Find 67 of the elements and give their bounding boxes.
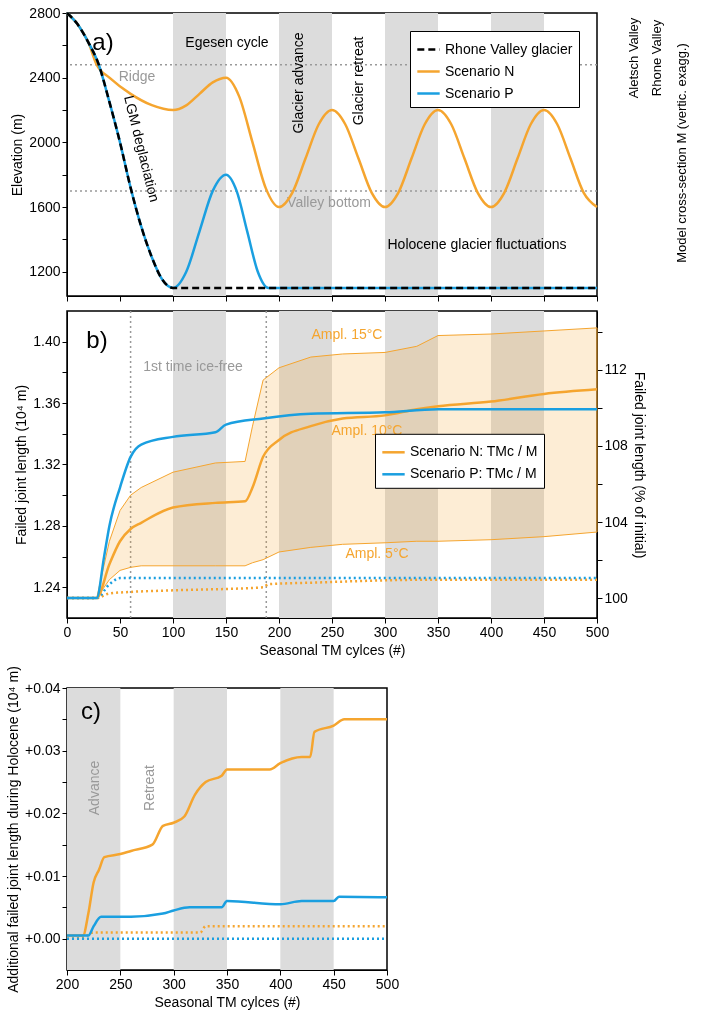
y-tick-label: +0.03 [25,742,61,759]
text: Rhone Valley [649,19,664,97]
y-tick-label: 1.28 [33,517,61,534]
legend-label: Scenario P [445,84,514,101]
x-axis-title: Seasonal TM cylces (#) [154,993,301,1010]
x-tick-label: 0 [63,623,72,640]
y-axis-title: Additional failed joint length during Holocene (10⁴ m) [5,666,22,993]
annotation: Advance [86,760,102,816]
ref-line-label: Valley bottom [287,193,371,210]
legend-label: Scenario N [445,62,515,79]
y2-tick-label: 104 [604,513,629,530]
x-tick-label: 400 [269,975,293,992]
legend-label: Scenario N: TMc / M [410,443,538,460]
y2-axis-title: Failed joint length (% of initial) [631,371,648,559]
y-tick-label: 1.32 [33,456,61,472]
x-tick-label: 250 [320,623,345,640]
x-tick-label: 100 [161,623,186,640]
annotation: Ampl. 10°C [331,422,403,438]
y-tick-label: +0.00 [25,930,61,947]
x-tick-label: 400 [479,623,504,640]
y-tick-label: 1200 [29,263,61,280]
y-tick-label: 1600 [29,198,61,215]
annotation: Retreat [141,764,157,811]
annotation: c) [81,697,101,724]
y-tick-label: +0.04 [25,679,61,696]
x-axis-title: Seasonal TM cylces (#) [259,641,406,658]
x-tick-label: 450 [322,975,347,992]
ref-line-label: Ridge [118,67,156,84]
legend-label: Rhone Valley glacier [445,40,573,57]
annotation: Glacier retreat [350,36,366,126]
x-tick-label: 300 [373,623,398,640]
x-tick-label: 350 [426,623,451,640]
x-tick-label: 200 [267,623,292,640]
legend-label: Scenario P: TMc / M [410,465,537,482]
y-tick-label: +0.02 [25,804,61,821]
annotation: b) [86,326,108,353]
annotation: Egesen cycle [185,34,269,50]
y-tick-label: 1.40 [33,333,61,350]
x-tick-label: 500 [585,623,610,640]
y-tick-label: 1.36 [33,394,61,411]
x-tick-label: 500 [375,975,400,992]
y-tick-label: +0.01 [25,867,61,884]
y-tick-label: 2000 [29,133,61,150]
x-tick-label: 450 [532,623,557,640]
text: Model cross-section M (vertic. exagg.) [674,43,689,263]
line-series [65,895,389,937]
y-tick-label: 2800 [29,4,61,21]
y-axis-title: Elevation (m) [9,113,26,197]
x-tick-label: 50 [112,623,129,640]
x-tick-label: 300 [162,975,187,992]
annotation: Ampl. 15°C [311,326,383,342]
y2-tick-label: 100 [604,589,629,606]
y-axis-title: Failed joint length (10⁴ m) [13,384,30,546]
x-tick-label: 200 [55,975,80,992]
annotation: 1st time ice-free [143,358,243,374]
x-tick-label: 350 [215,975,240,992]
annotation: Ampl. 5°C [345,545,409,561]
y-tick-label: 1.24 [33,578,61,595]
y-tick-label: 2400 [29,69,61,86]
y2-tick-label: 108 [604,437,629,454]
annotation: a) [92,28,114,55]
x-tick-label: 250 [109,975,133,992]
x-tick-label: 150 [214,623,239,640]
y2-tick-label: 112 [604,361,628,378]
text: Aletsch Valley [626,17,641,99]
annotation: Holocene glacier fluctuations [387,236,567,252]
annotation: Glacier advance [290,32,306,134]
